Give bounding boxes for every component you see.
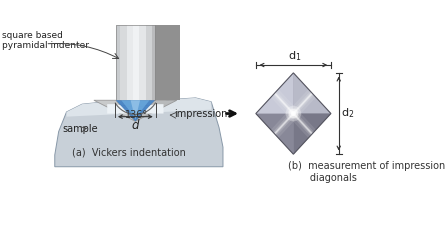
- Polygon shape: [121, 100, 150, 118]
- Polygon shape: [127, 25, 133, 100]
- Polygon shape: [116, 25, 121, 100]
- Text: 136°: 136°: [125, 110, 149, 120]
- Polygon shape: [155, 25, 180, 100]
- Polygon shape: [116, 25, 155, 100]
- Polygon shape: [66, 98, 211, 119]
- Polygon shape: [135, 100, 177, 121]
- Text: impression: impression: [174, 109, 227, 119]
- Polygon shape: [146, 25, 152, 100]
- Polygon shape: [256, 73, 293, 114]
- Polygon shape: [155, 25, 158, 100]
- Polygon shape: [116, 100, 155, 121]
- Text: d: d: [132, 119, 139, 132]
- Text: d$_2$: d$_2$: [341, 107, 354, 120]
- Polygon shape: [256, 114, 293, 154]
- Polygon shape: [152, 25, 155, 100]
- Polygon shape: [256, 73, 331, 154]
- Polygon shape: [131, 100, 140, 120]
- Text: (b)  measurement of impression
       diagonals: (b) measurement of impression diagonals: [288, 161, 445, 183]
- Polygon shape: [293, 114, 331, 154]
- Polygon shape: [107, 104, 163, 119]
- Polygon shape: [139, 25, 146, 100]
- Circle shape: [289, 109, 298, 118]
- Polygon shape: [133, 25, 139, 100]
- Text: (a)  Vickers indentation: (a) Vickers indentation: [72, 148, 186, 158]
- Polygon shape: [293, 73, 331, 114]
- Text: square based
pyramidal indenter: square based pyramidal indenter: [2, 31, 89, 50]
- Polygon shape: [121, 25, 127, 100]
- Circle shape: [291, 111, 296, 116]
- Text: sample: sample: [63, 124, 98, 134]
- Polygon shape: [94, 100, 135, 121]
- Polygon shape: [155, 25, 164, 100]
- Text: d$_1$: d$_1$: [288, 49, 302, 63]
- Polygon shape: [55, 98, 223, 167]
- Polygon shape: [155, 25, 172, 100]
- Circle shape: [286, 106, 301, 121]
